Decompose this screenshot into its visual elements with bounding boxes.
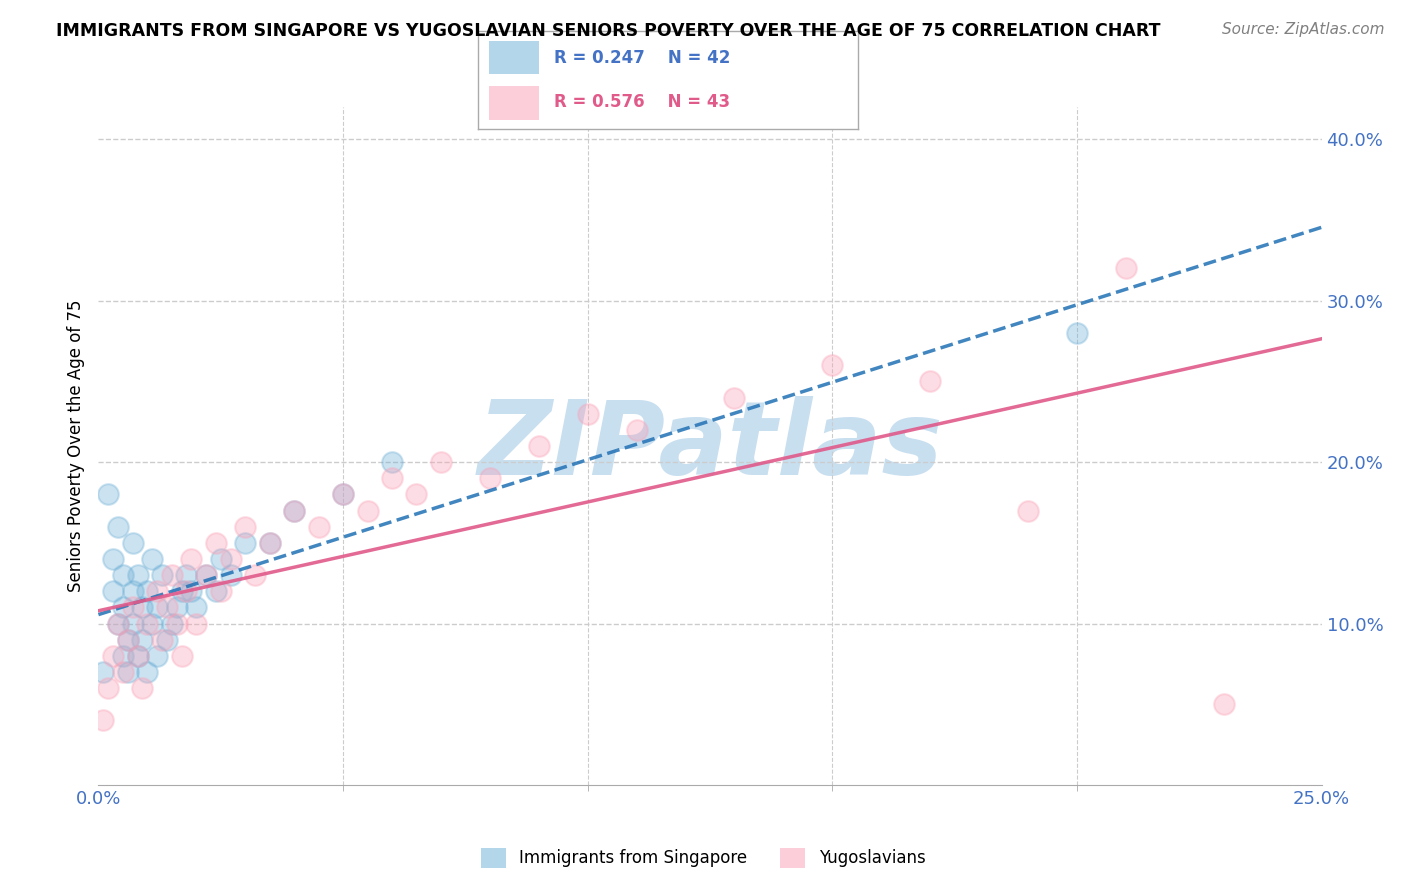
Text: Source: ZipAtlas.com: Source: ZipAtlas.com bbox=[1222, 22, 1385, 37]
Point bbox=[1066, 326, 1088, 340]
Point bbox=[166, 616, 188, 631]
Point bbox=[111, 600, 134, 615]
Point bbox=[127, 648, 149, 663]
Point bbox=[146, 600, 169, 615]
Text: ZIPatlas: ZIPatlas bbox=[477, 395, 943, 497]
Point bbox=[209, 552, 232, 566]
Text: R = 0.576    N = 43: R = 0.576 N = 43 bbox=[554, 93, 730, 111]
Point bbox=[121, 616, 143, 631]
Point bbox=[259, 536, 281, 550]
Point bbox=[920, 375, 942, 389]
Point bbox=[141, 552, 163, 566]
Y-axis label: Seniors Poverty Over the Age of 75: Seniors Poverty Over the Age of 75 bbox=[66, 300, 84, 592]
Point bbox=[131, 632, 153, 647]
Point bbox=[170, 648, 193, 663]
Point bbox=[205, 584, 228, 599]
Point bbox=[180, 584, 202, 599]
Point bbox=[332, 487, 354, 501]
Point bbox=[381, 455, 404, 469]
Point bbox=[101, 552, 124, 566]
Point bbox=[121, 600, 143, 615]
Point bbox=[127, 648, 149, 663]
Point bbox=[186, 600, 208, 615]
Point bbox=[136, 584, 159, 599]
Point bbox=[405, 487, 427, 501]
Point bbox=[111, 665, 134, 679]
Point bbox=[91, 714, 114, 728]
Point bbox=[127, 568, 149, 582]
Point bbox=[117, 632, 139, 647]
Point bbox=[195, 568, 218, 582]
Legend: Immigrants from Singapore, Yugoslavians: Immigrants from Singapore, Yugoslavians bbox=[474, 841, 932, 875]
Point bbox=[170, 584, 193, 599]
Point bbox=[176, 568, 198, 582]
Point bbox=[186, 616, 208, 631]
Text: IMMIGRANTS FROM SINGAPORE VS YUGOSLAVIAN SENIORS POVERTY OVER THE AGE OF 75 CORR: IMMIGRANTS FROM SINGAPORE VS YUGOSLAVIAN… bbox=[56, 22, 1161, 40]
Point bbox=[381, 471, 404, 485]
Point bbox=[101, 584, 124, 599]
Point bbox=[626, 423, 648, 437]
Point bbox=[107, 519, 129, 533]
Point bbox=[111, 568, 134, 582]
Text: R = 0.247    N = 42: R = 0.247 N = 42 bbox=[554, 49, 730, 67]
Point bbox=[131, 600, 153, 615]
Point bbox=[356, 503, 378, 517]
Point bbox=[121, 584, 143, 599]
Point bbox=[131, 681, 153, 695]
Point bbox=[111, 648, 134, 663]
Point bbox=[91, 665, 114, 679]
Point bbox=[195, 568, 218, 582]
Point bbox=[117, 632, 139, 647]
Bar bbox=[489, 87, 538, 120]
Point bbox=[97, 487, 120, 501]
Point bbox=[1212, 698, 1234, 712]
Point bbox=[176, 584, 198, 599]
Point bbox=[233, 519, 256, 533]
Point bbox=[141, 616, 163, 631]
Point bbox=[117, 665, 139, 679]
Point bbox=[243, 568, 266, 582]
Point bbox=[107, 616, 129, 631]
Point bbox=[150, 632, 173, 647]
Point bbox=[1115, 261, 1137, 276]
Point bbox=[430, 455, 453, 469]
Point bbox=[209, 584, 232, 599]
Point bbox=[723, 391, 745, 405]
Point bbox=[136, 665, 159, 679]
Point bbox=[146, 584, 169, 599]
Point bbox=[156, 600, 179, 615]
Point bbox=[160, 616, 183, 631]
Point bbox=[205, 536, 228, 550]
Point bbox=[233, 536, 256, 550]
Point bbox=[478, 471, 501, 485]
Point bbox=[576, 407, 599, 421]
Point bbox=[283, 503, 305, 517]
Point bbox=[219, 568, 242, 582]
Bar bbox=[489, 41, 538, 74]
Point bbox=[527, 439, 550, 453]
Point bbox=[219, 552, 242, 566]
Point bbox=[1017, 503, 1039, 517]
Point bbox=[146, 648, 169, 663]
Point bbox=[821, 359, 844, 373]
Point bbox=[308, 519, 330, 533]
Point bbox=[107, 616, 129, 631]
Point bbox=[156, 632, 179, 647]
Point bbox=[97, 681, 120, 695]
Point bbox=[283, 503, 305, 517]
Point bbox=[180, 552, 202, 566]
Point bbox=[259, 536, 281, 550]
Point bbox=[332, 487, 354, 501]
Point bbox=[150, 568, 173, 582]
Point bbox=[101, 648, 124, 663]
Point bbox=[136, 616, 159, 631]
Point bbox=[160, 568, 183, 582]
Point bbox=[121, 536, 143, 550]
Point bbox=[166, 600, 188, 615]
